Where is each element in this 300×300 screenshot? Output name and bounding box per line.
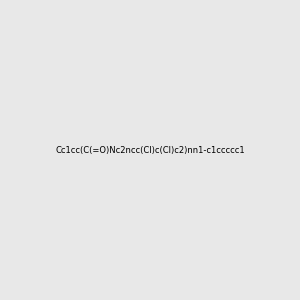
Text: Cc1cc(C(=O)Nc2ncc(Cl)c(Cl)c2)nn1-c1ccccc1: Cc1cc(C(=O)Nc2ncc(Cl)c(Cl)c2)nn1-c1ccccc… bbox=[55, 146, 245, 154]
